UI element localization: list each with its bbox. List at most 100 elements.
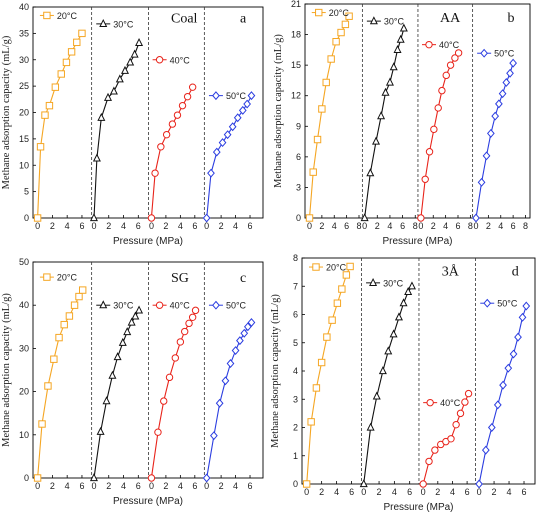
data-point <box>202 473 211 483</box>
x-tick-label: 4 <box>507 487 512 497</box>
x-tick-label: 4 <box>392 487 397 497</box>
data-point <box>126 57 135 66</box>
x-tick-label: 2 <box>431 221 436 231</box>
legend-marker <box>155 301 164 309</box>
panel-label: b <box>508 11 515 26</box>
data-point <box>346 262 354 271</box>
y-tick-label: 6 <box>293 310 298 320</box>
data-point <box>102 396 111 405</box>
series-line-1 <box>306 266 351 485</box>
x-tick-label: 0 <box>204 481 209 491</box>
legend-label: 50°C <box>226 91 247 101</box>
x-tick-label: 2 <box>106 481 111 491</box>
series-line-2 <box>93 310 140 479</box>
chart-panel-b: 0 3 6 9 12 15 18 21 Methane adsorption capacity … <box>273 0 531 247</box>
data-point <box>33 474 42 482</box>
x-tick-label: 6 <box>511 221 516 231</box>
x-tick-label: 4 <box>65 481 70 491</box>
panel-label: d <box>512 264 519 279</box>
data-point <box>399 23 408 32</box>
panel-title: Coal <box>171 12 198 27</box>
y-tick-label: 3 <box>293 394 298 404</box>
data-point <box>75 292 83 301</box>
x-tick-label: 2 <box>50 221 55 231</box>
x-tick-label: 4 <box>387 221 392 231</box>
data-point <box>327 55 335 63</box>
data-point <box>425 148 434 156</box>
data-point <box>307 418 315 426</box>
legend-label: 20°C <box>326 263 347 273</box>
data-point <box>502 78 511 87</box>
data-point <box>243 322 252 332</box>
data-point <box>456 409 465 418</box>
data-point <box>73 38 81 47</box>
series-line-1 <box>37 289 84 479</box>
x-tick-label: 4 <box>178 221 183 231</box>
data-point <box>135 305 144 314</box>
data-point <box>313 135 322 144</box>
data-point <box>482 151 491 161</box>
y-tick-label: 6 <box>296 152 301 162</box>
x-tick-label: 2 <box>492 487 497 497</box>
panel-label: a <box>240 12 247 27</box>
data-point <box>338 285 346 293</box>
legend-label: 20°C <box>329 8 350 18</box>
data-point <box>378 366 387 375</box>
data-point <box>96 426 105 435</box>
data-point <box>333 299 342 307</box>
data-point <box>305 214 314 222</box>
legend-label: 30°C <box>383 278 404 288</box>
data-point <box>385 77 394 86</box>
y-tick-label: 9 <box>296 121 301 131</box>
data-point <box>188 83 197 91</box>
data-point <box>183 92 192 101</box>
y-axis-label: Methane adsorption capacity (mL/g) <box>273 34 284 188</box>
legend-label: 20°C <box>57 273 78 283</box>
data-point <box>372 136 381 145</box>
x-tick-label: 6 <box>192 221 197 231</box>
series-line-2 <box>364 28 405 219</box>
x-tick-label: 0 <box>307 221 312 231</box>
y-axis-label: Methane adsorption capacity (mL/g) <box>270 294 281 448</box>
legend-label: 50°C <box>494 49 515 59</box>
data-point <box>328 316 336 324</box>
x-tick-label: 6 <box>79 221 84 231</box>
data-point <box>393 44 402 53</box>
x-tick-label: 0 <box>421 487 426 497</box>
y-tick-label: 2 <box>293 423 298 433</box>
data-point <box>226 359 235 368</box>
y-tick-label: 25 <box>19 81 29 91</box>
panel-label: c <box>240 271 246 286</box>
data-point <box>165 373 174 382</box>
data-point <box>461 398 469 406</box>
data-point <box>44 382 52 390</box>
x-tick-label: 2 <box>50 481 55 491</box>
data-point <box>103 92 113 101</box>
y-tick-label: 30 <box>19 55 29 65</box>
data-point <box>231 346 240 356</box>
data-point <box>178 101 187 110</box>
x-tick-label: 2 <box>319 221 324 231</box>
y-tick-label: 21 <box>291 0 301 9</box>
data-point <box>70 301 79 309</box>
x-tick-label: 0 <box>418 221 423 231</box>
y-axis-label: Methane adsorption capacity (mL/g) <box>1 35 12 189</box>
x-tick-label: 4 <box>443 221 448 231</box>
data-point <box>60 320 68 329</box>
data-point <box>202 213 211 223</box>
data-point <box>475 479 483 489</box>
x-tick-label: 0 <box>204 221 209 231</box>
data-point <box>419 480 427 488</box>
data-point <box>431 446 439 454</box>
data-point <box>477 177 486 187</box>
data-point <box>451 54 459 62</box>
x-tick-label: 4 <box>121 481 126 491</box>
y-tick-label: 40 <box>19 300 29 310</box>
data-point <box>109 86 118 95</box>
legend-label: 30°C <box>384 17 405 27</box>
x-tick-label: 2 <box>375 221 380 231</box>
data-point <box>215 398 224 408</box>
data-point <box>504 363 513 373</box>
data-point <box>191 306 200 315</box>
